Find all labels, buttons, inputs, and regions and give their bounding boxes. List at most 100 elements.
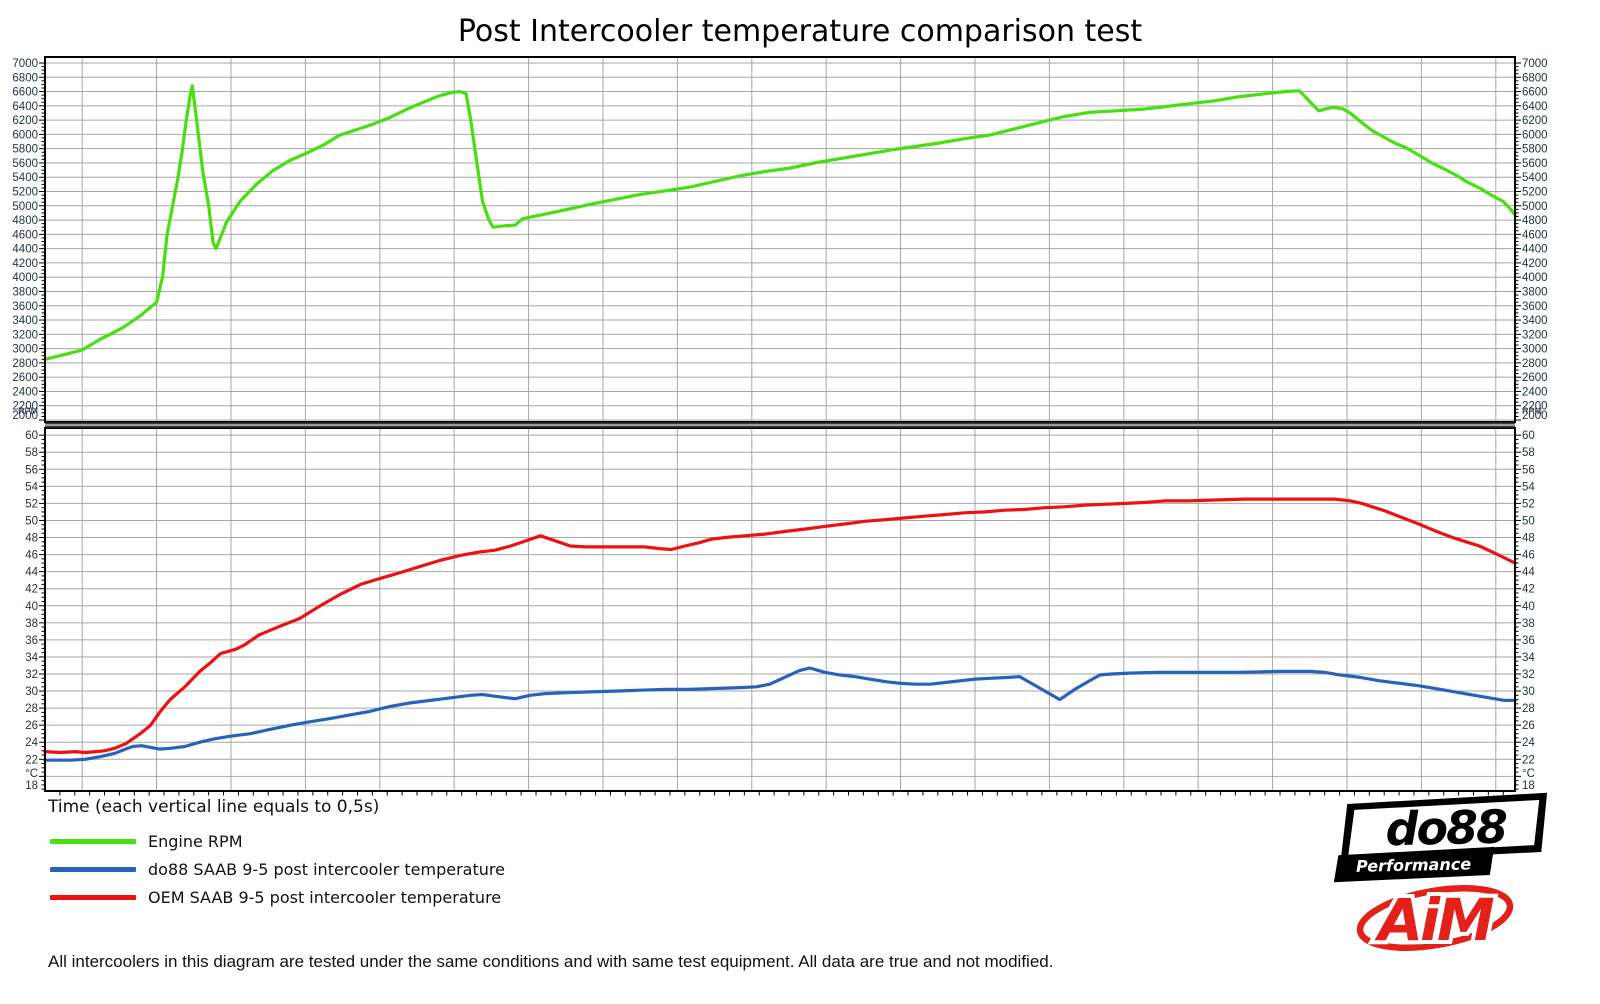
do88-logo-text: do88 — [1385, 800, 1508, 857]
legend-item-do88-temp: do88 SAAB 9-5 post intercooler temperatu… — [50, 855, 505, 883]
axis-tick-label: 2800 — [1522, 358, 1548, 370]
axis-tick-label: 36 — [1522, 635, 1535, 647]
axis-tick-label: 38 — [25, 618, 38, 630]
axis-tick-label: 48 — [1522, 533, 1535, 545]
axis-tick-label: 26 — [25, 720, 38, 732]
axis-tick-label: 5200 — [1522, 187, 1548, 199]
axis-tick-label: 28 — [25, 703, 38, 715]
legend-swatch-engine-rpm — [50, 838, 136, 844]
engine-rpm-line — [43, 84, 1517, 361]
axis-tick-label: 2600 — [12, 372, 38, 384]
axis-tick-label: 46 — [25, 550, 38, 562]
aim-logo: AiM — [1356, 882, 1514, 958]
disclaimer-text: All intercoolers in this diagram are tes… — [48, 952, 1054, 971]
legend-item-engine-rpm: Engine RPM — [50, 827, 505, 855]
axis-tick-label: 58 — [1522, 447, 1535, 459]
axis-tick-label: 52 — [1522, 498, 1535, 510]
axis-tick-label: 32 — [25, 669, 38, 681]
axis-tick-label: RPM — [18, 406, 38, 416]
axis-tick-label: 60 — [1522, 430, 1535, 442]
axis-tick-label: 3200 — [1522, 329, 1548, 341]
axis-tick-label: 4400 — [1522, 244, 1548, 256]
axis-tick-label: 6000 — [12, 129, 38, 141]
axis-tick-label: 2400 — [12, 386, 38, 398]
do88-logo: do88 Performance — [1333, 792, 1548, 883]
axis-tick-label: 3600 — [12, 301, 38, 313]
axis-tick-label: 24 — [25, 737, 38, 749]
axis-tick-label: 5000 — [12, 201, 38, 213]
axis-tick-label: 4800 — [12, 215, 38, 227]
axis-tick-label: 3000 — [12, 344, 38, 356]
axis-tick-label: 2200 — [1522, 401, 1548, 413]
axis-tick-label: 52 — [25, 498, 38, 510]
axis-tick-label: 24 — [1522, 737, 1535, 749]
axis-tick-label: 4200 — [12, 258, 38, 270]
axis-tick-label: 34 — [25, 652, 38, 664]
axis-tick-label: 18 — [1522, 780, 1535, 792]
do88-saab-9-5-post-intercooler-temperature-line — [43, 666, 1517, 762]
axis-tick-label: 40 — [1522, 601, 1535, 613]
axis-tick-label: 22 — [25, 754, 38, 766]
axis-tick-label: 42 — [1522, 584, 1535, 596]
axis-tick-label: 6800 — [1522, 72, 1548, 84]
axis-tick-label: 5200 — [12, 187, 38, 199]
axis-tick-label: 60 — [25, 430, 38, 442]
axis-tick-label: 48 — [25, 533, 38, 545]
axis-tick-label: 4600 — [12, 229, 38, 241]
axis-tick-label: 3200 — [12, 329, 38, 341]
axis-tick-label: 3800 — [1522, 286, 1548, 298]
axis-tick-label: 56 — [25, 464, 38, 476]
axis-tick-label: 38 — [1522, 618, 1535, 630]
axis-tick-label: 5800 — [12, 144, 38, 156]
axis-tick-label: 2400 — [1522, 386, 1548, 398]
axis-tick-label: 2800 — [12, 358, 38, 370]
axis-tick-label: °C — [1522, 768, 1535, 780]
legend-swatch-do88-temp — [50, 866, 136, 872]
axis-tick-label: 6800 — [12, 72, 38, 84]
axis-tick-label: °C — [25, 768, 38, 780]
axis-tick-label: 6000 — [1522, 129, 1548, 141]
axis-tick-label: 6400 — [12, 101, 38, 113]
axis-tick-label: 32 — [1522, 669, 1535, 681]
axis-tick-label: 5800 — [1522, 144, 1548, 156]
axis-tick-label: 5600 — [12, 158, 38, 170]
axis-tick-label: 3000 — [1522, 344, 1548, 356]
chart-title: Post Intercooler temperature comparison … — [457, 14, 1143, 49]
do88-logo-subtext: Performance — [1356, 854, 1472, 875]
oem-saab-9-5-post-intercooler-temperature-line — [43, 497, 1517, 755]
axis-tick-label: 56 — [1522, 464, 1535, 476]
axis-tick-label: 18 — [25, 780, 38, 792]
axis-tick-label: 44 — [25, 567, 38, 579]
axis-tick-label: 2600 — [1522, 372, 1548, 384]
temperature-panel — [39, 427, 1521, 792]
axis-tick-label: 3800 — [12, 286, 38, 298]
axis-tick-label: 3400 — [1522, 315, 1548, 327]
legend-swatch-oem-temp — [50, 894, 136, 900]
axis-tick-label: 4000 — [1522, 272, 1548, 284]
axis-tick-label: 28 — [1522, 703, 1535, 715]
axis-tick-label: 5400 — [1522, 172, 1548, 184]
axis-tick-label: 50 — [25, 515, 38, 527]
axis-tick-label: 2200 — [12, 401, 38, 413]
axis-tick-label: 30 — [1522, 686, 1535, 698]
aim-logo-swoosh — [1356, 885, 1514, 951]
axis-tick-label: 34 — [1522, 652, 1535, 664]
axis-tick-label: 2000 — [1522, 410, 1548, 422]
axis-tick-label: 4200 — [1522, 258, 1548, 270]
axis-tick-label: 2000 — [12, 410, 38, 422]
legend-label-oem-temp: OEM SAAB 9-5 post intercooler temperatur… — [148, 887, 502, 907]
axis-tick-label: 4800 — [1522, 215, 1548, 227]
axis-tick-label: 5400 — [12, 172, 38, 184]
axis-tick-label: 3400 — [12, 315, 38, 327]
axis-tick-label: 26 — [1522, 720, 1535, 732]
axis-tick-label: 54 — [1522, 481, 1535, 493]
legend-label-engine-rpm: Engine RPM — [148, 831, 243, 851]
legend: Engine RPM do88 SAAB 9-5 post intercoole… — [50, 827, 505, 911]
axis-tick-label: 42 — [25, 584, 38, 596]
x-axis-label: Time (each vertical line equals to 0,5s) — [48, 797, 380, 817]
axis-tick-label: 6600 — [1522, 87, 1548, 99]
axis-tick-label: 4400 — [12, 244, 38, 256]
axis-tick-label: 6400 — [1522, 101, 1548, 113]
